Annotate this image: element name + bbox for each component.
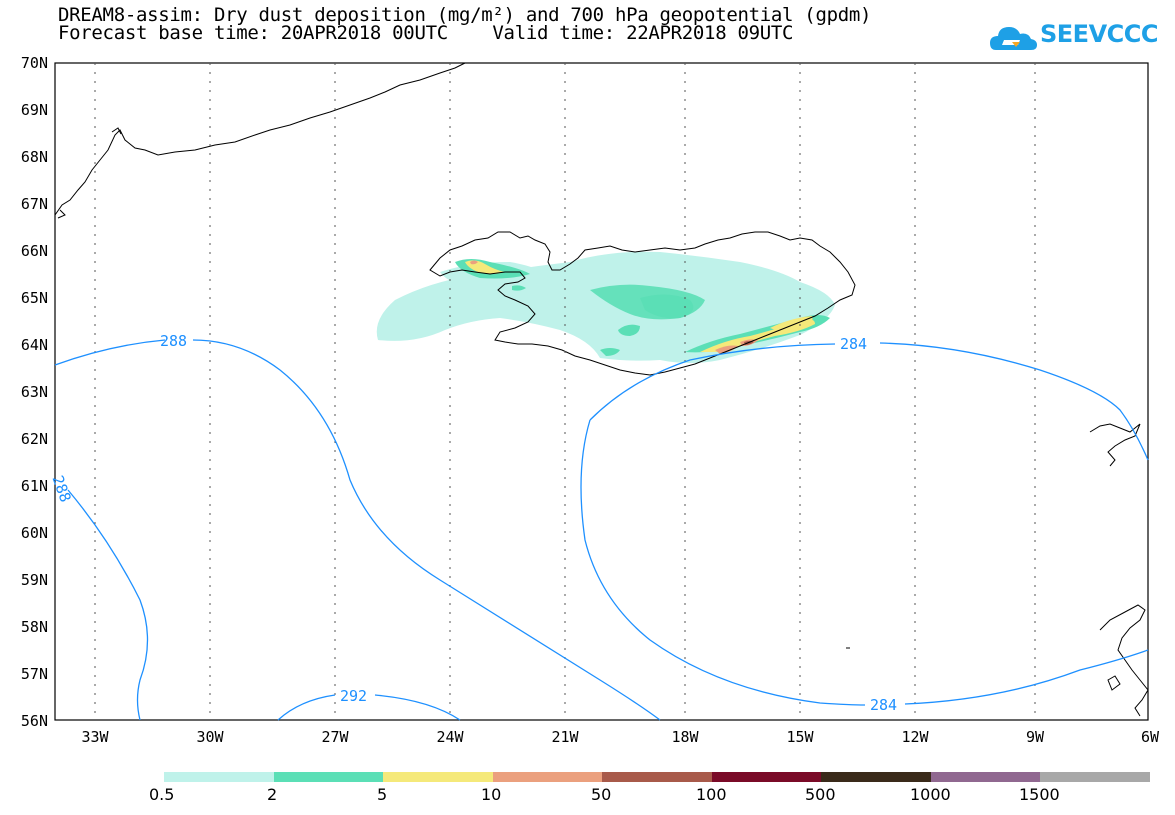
map-title-line2: Forecast base time: 20APR2018 00UTC Vali… — [58, 22, 794, 44]
colorbar-swatch — [493, 772, 602, 782]
lon-label: 9W — [1026, 728, 1045, 746]
map-title-line1: DREAM8-assim: Dry dust deposition (mg/m²… — [58, 4, 872, 26]
colorbar-swatch — [1040, 772, 1150, 782]
lat-label: 64N — [21, 336, 48, 354]
lat-label: 58N — [21, 618, 48, 636]
lon-label: 30W — [196, 728, 224, 746]
colorbar-swatch — [931, 772, 1040, 782]
contour-label: 288 — [160, 332, 187, 350]
colorbar-swatch — [821, 772, 931, 782]
colorbar-swatch — [274, 772, 383, 782]
geopotential-contours — [54, 339, 1149, 721]
colorbar-label: 2 — [267, 785, 278, 804]
lat-label: 56N — [21, 712, 48, 730]
lon-label: 6W — [1141, 728, 1160, 746]
lon-label: 27W — [321, 728, 349, 746]
contour-label: 284 — [840, 335, 867, 353]
lat-label: 61N — [21, 477, 48, 495]
seevccc-logo-icon — [990, 27, 1037, 50]
lat-label: 63N — [21, 383, 48, 401]
colorbar-label: 1500 — [1019, 785, 1060, 804]
colorbar-swatch — [712, 772, 821, 782]
lat-label: 69N — [21, 101, 48, 119]
map-frame — [54, 62, 1149, 721]
graticule — [94, 63, 1036, 720]
contour-label: 292 — [340, 687, 367, 705]
latitude-labels: 70N 69N 68N 67N 66N 65N 64N 63N 62N 61N … — [21, 54, 48, 730]
dust-deposition-field — [376, 251, 835, 363]
colorbar-swatch — [383, 772, 493, 782]
lat-label: 57N — [21, 665, 48, 683]
lon-label: 33W — [81, 728, 109, 746]
colorbar-label: 50 — [591, 785, 612, 804]
lat-label: 62N — [21, 430, 48, 448]
lat-label: 60N — [21, 524, 48, 542]
contour-labels: 288 284 284 292 288 — [48, 332, 897, 714]
logo-text: SEEVCCC — [1040, 20, 1159, 48]
lat-label: 67N — [21, 195, 48, 213]
colorbar-label: 10 — [481, 785, 502, 804]
longitude-labels: 33W 30W 27W 24W 21W 18W 15W 12W 9W 6W — [81, 728, 1160, 746]
colorbar-label: 0.5 — [149, 785, 175, 804]
colorbar-label: 1000 — [910, 785, 951, 804]
colorbar-label: 500 — [805, 785, 836, 804]
colorbar-label: 5 — [377, 785, 388, 804]
contour-label: 284 — [870, 696, 897, 714]
colorbar-swatch — [164, 772, 274, 782]
lon-label: 21W — [551, 728, 579, 746]
lat-label: 70N — [21, 54, 48, 72]
lon-label: 15W — [786, 728, 814, 746]
colorbar-swatch — [602, 772, 712, 782]
lat-label: 68N — [21, 148, 48, 166]
coastlines — [54, 62, 1149, 717]
lat-label: 66N — [21, 242, 48, 260]
lat-label: 59N — [21, 571, 48, 589]
lon-label: 24W — [436, 728, 464, 746]
lon-label: 12W — [901, 728, 929, 746]
lat-label: 65N — [21, 289, 48, 307]
colorbar-label: 100 — [696, 785, 727, 804]
lon-label: 18W — [671, 728, 699, 746]
